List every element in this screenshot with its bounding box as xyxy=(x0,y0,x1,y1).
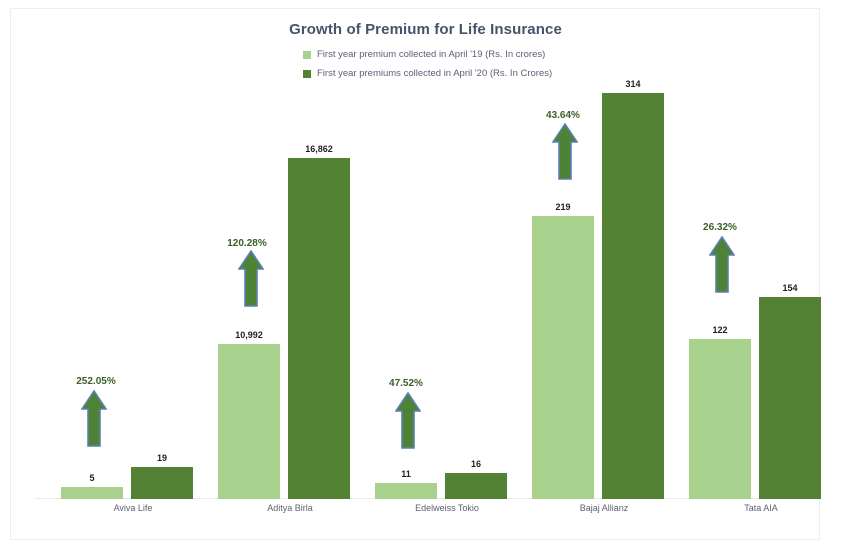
growth-percentage-label: 252.05% xyxy=(76,376,116,387)
bar-group: 219 314 43.64% xyxy=(524,40,684,499)
bar-value-label-current-year: 154 xyxy=(782,283,798,293)
plot-area: 5 19 252.05% 10,992 16,862 120.28% 11 16 47.52% 2… xyxy=(35,40,821,499)
category-axis-label: Aviva Life xyxy=(113,503,153,513)
legend-label-current-year: First year premiums collected in April '… xyxy=(317,68,553,79)
growth-percentage-label: 43.64% xyxy=(546,110,580,121)
bar-group: 122 154 26.32% xyxy=(681,40,841,499)
chart-title: Growth of Premium for Life Insurance xyxy=(289,21,562,38)
bar-prev-year[interactable] xyxy=(689,339,751,499)
bar-group: 10,992 16,862 120.28% xyxy=(210,40,370,499)
growth-up-arrow-icon xyxy=(708,235,736,299)
bar-value-label-prev-year: 10,992 xyxy=(235,330,263,340)
bar-value-label-prev-year: 5 xyxy=(89,473,95,483)
bar-current-year[interactable] xyxy=(759,297,821,499)
bar-prev-year[interactable] xyxy=(532,216,594,499)
legend-label-prev-year: First year premium collected in April '1… xyxy=(317,49,546,60)
bar-current-year[interactable] xyxy=(602,93,664,499)
category-axis-label: Tata AIA xyxy=(744,503,778,513)
category-axis-label: Edelweiss Tokio xyxy=(415,503,479,513)
legend-swatch-current-year xyxy=(303,70,311,78)
bar-value-label-current-year: 314 xyxy=(625,79,641,89)
category-axis-label: Bajaj Allianz xyxy=(579,503,629,513)
bar-prev-year[interactable] xyxy=(375,483,437,499)
bar-value-label-current-year: 19 xyxy=(156,453,167,463)
bar-current-year[interactable] xyxy=(131,467,193,499)
bar-group: 5 19 252.05% xyxy=(53,40,213,499)
legend-swatch-prev-year xyxy=(303,51,311,59)
bar-value-label-current-year: 16,862 xyxy=(305,144,333,154)
bar-value-label-prev-year: 122 xyxy=(712,325,728,335)
chart-legend: First year premium collected in April '1… xyxy=(303,47,603,85)
bar-current-year[interactable] xyxy=(288,158,350,499)
growth-up-arrow-icon xyxy=(551,122,579,186)
category-axis-label: Aditya Birla xyxy=(267,503,313,513)
bar-group: 11 16 47.52% xyxy=(367,40,527,499)
bar-value-label-prev-year: 11 xyxy=(401,469,411,479)
growth-up-arrow-icon xyxy=(237,249,265,313)
bar-prev-year[interactable] xyxy=(218,344,280,499)
growth-percentage-label: 120.28% xyxy=(227,238,267,249)
bar-current-year[interactable] xyxy=(445,473,507,499)
legend-item-prev-year[interactable]: First year premium collected in April '1… xyxy=(303,47,603,63)
growth-percentage-label: 47.52% xyxy=(389,378,423,389)
bar-value-label-current-year: 16 xyxy=(470,459,481,469)
growth-up-arrow-icon xyxy=(80,389,108,453)
bar-prev-year[interactable] xyxy=(61,487,123,499)
chart-frame xyxy=(10,8,820,540)
growth-percentage-label: 26.32% xyxy=(703,222,737,233)
legend-item-current-year[interactable]: First year premiums collected in April '… xyxy=(303,66,603,82)
bar-value-label-prev-year: 219 xyxy=(555,202,571,212)
growth-up-arrow-icon xyxy=(394,391,422,455)
